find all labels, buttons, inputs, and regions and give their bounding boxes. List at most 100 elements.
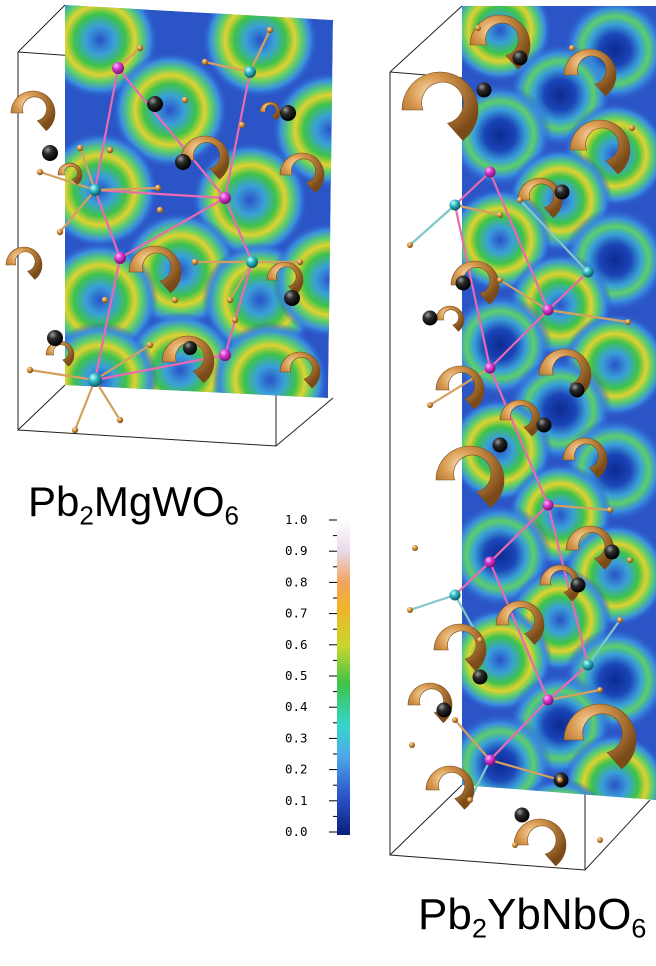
bond [248, 28, 272, 74]
bond [428, 366, 492, 407]
lead-atom [476, 82, 492, 98]
oxygen-atom [238, 121, 246, 129]
oxygen-atom [156, 206, 164, 214]
lead-isosurface [5, 246, 43, 280]
colorbar-tick-label: 0.9 [285, 543, 308, 558]
oxygen-atom [569, 45, 575, 51]
lead-atom [280, 105, 296, 121]
oxygen-atom [266, 26, 274, 34]
oxygen-atom [412, 545, 418, 551]
oxygen-atom [607, 507, 613, 513]
lead-isosurface [563, 703, 637, 770]
bond [488, 698, 550, 762]
oxygen-atom [557, 777, 563, 783]
structure-left [5, 4, 334, 447]
lead-atom [183, 341, 197, 355]
lead-isosurface [539, 564, 581, 602]
colorbar-tick-label: 0.2 [285, 762, 308, 777]
oxygen-atom [452, 717, 458, 723]
oxygen-atom [512, 842, 518, 848]
bond [586, 618, 622, 667]
magenta-atom [542, 304, 554, 316]
magenta-atom [484, 556, 496, 568]
bond [546, 688, 602, 702]
bond [488, 758, 562, 782]
bond [223, 196, 254, 264]
colorbar-tick-label: 1.0 [285, 512, 308, 527]
cyan-atom [244, 66, 256, 78]
bond [488, 366, 550, 507]
bond [93, 343, 152, 382]
lead-atom [284, 290, 300, 306]
bond [28, 368, 97, 382]
lead-isosurface [161, 335, 215, 384]
colorbar-tick-label: 0.4 [285, 699, 308, 714]
bond [488, 308, 550, 370]
lead-isosurface [513, 818, 567, 867]
oxygen-atom [154, 184, 162, 192]
colorbar-gradient [337, 520, 350, 835]
colorbar-tick-label: 0.7 [285, 606, 308, 621]
lead-isosurface [45, 340, 75, 367]
lead-isosurface [569, 119, 631, 175]
bond [488, 170, 550, 312]
lead-atom [512, 50, 528, 66]
oxygen-atom [409, 742, 415, 748]
oxygen-atom [116, 416, 124, 424]
lead-isosurface [435, 305, 465, 332]
bond [488, 560, 550, 702]
oxygen-atom [181, 96, 189, 104]
bond [408, 203, 457, 247]
density-ring [272, 222, 333, 338]
oxygen-atom [201, 58, 209, 66]
oxygen-atom [226, 296, 234, 304]
lead-isosurface [495, 600, 545, 645]
magenta-atom [484, 754, 496, 766]
lead-isosurface [433, 623, 487, 672]
oxygen-atom [56, 228, 64, 236]
oxygen-atom [26, 366, 34, 374]
lead-isosurface [499, 399, 541, 437]
oxygen-atom [106, 146, 114, 154]
oxygen-atom [231, 316, 239, 324]
bond [73, 378, 97, 432]
bond [518, 198, 590, 274]
oxygen-atom [296, 258, 304, 266]
oxygen-atom [517, 197, 523, 203]
oxygen-atom [629, 125, 635, 131]
cyan-atom [449, 589, 461, 601]
oxygen-atom [467, 797, 473, 803]
lead-isosurface [435, 445, 505, 508]
bond [546, 270, 590, 312]
oxygen-atom [71, 426, 79, 434]
lead-isosurface [425, 765, 475, 810]
cyan-atom [449, 199, 461, 211]
lead-atom [42, 145, 58, 161]
oxygen-atom [136, 44, 144, 52]
cyan-atom [88, 373, 102, 387]
lead-atom [422, 310, 438, 326]
lead-atom [175, 154, 191, 170]
magenta-atom [219, 349, 231, 361]
magenta-atom [542, 499, 554, 511]
lead-isosurface [10, 90, 56, 132]
lead-isosurface [565, 525, 615, 570]
density-ring [122, 312, 238, 398]
oxygen-atom [497, 212, 503, 218]
bond [453, 170, 492, 207]
bond [93, 256, 122, 382]
colorbar-tick-label: 0.6 [285, 637, 308, 652]
magenta-atom [484, 362, 496, 374]
lead-atom [570, 577, 586, 593]
formula-left: Pb2MgWO6 [28, 478, 239, 531]
lead-isosurface [180, 135, 230, 180]
lead-isosurface [279, 152, 325, 194]
bond [93, 353, 227, 382]
structure-right [389, 5, 656, 871]
magenta-atom [112, 62, 124, 74]
density-ring [212, 322, 328, 398]
bond [38, 170, 97, 192]
oxygen-atom [625, 319, 631, 325]
oxygen-atom [191, 258, 199, 266]
lead-isosurface [517, 177, 563, 219]
